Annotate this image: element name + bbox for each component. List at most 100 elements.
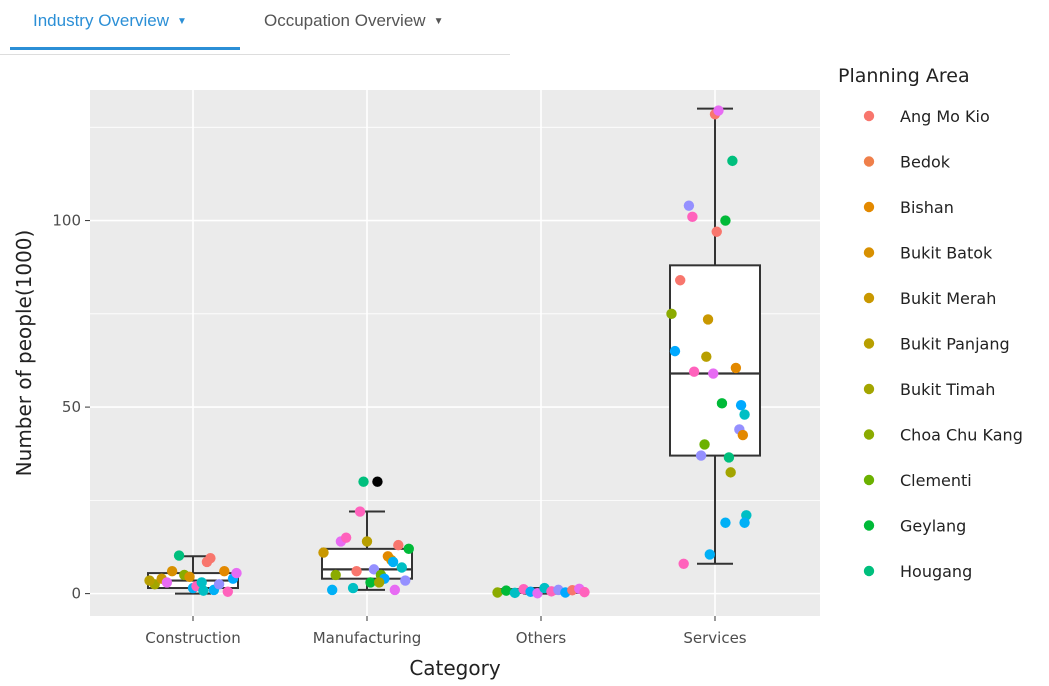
data-point	[735, 400, 747, 411]
legend-title: Planning Area	[838, 65, 970, 87]
y-tick-label: 50	[62, 398, 81, 416]
legend-entry-label: Ang Mo Kio	[900, 107, 990, 126]
data-point	[161, 577, 173, 588]
data-point	[368, 564, 380, 575]
legend-swatch	[863, 247, 875, 258]
data-point	[173, 550, 185, 561]
legend-entry-label: Bukit Merah	[900, 289, 996, 308]
legend-entry-label: Bukit Timah	[900, 380, 995, 399]
legend-entry-label: Clementi	[900, 471, 972, 490]
legend-swatch	[863, 292, 875, 304]
data-point	[739, 517, 750, 528]
x-axis-title: Category	[409, 656, 501, 680]
data-point	[396, 562, 407, 573]
data-point	[720, 517, 731, 528]
x-tick-label: Services	[683, 629, 746, 647]
data-point	[213, 579, 225, 590]
data-point	[737, 429, 749, 441]
data-point	[716, 398, 728, 409]
y-axis-title: Number of people(1000)	[12, 230, 36, 477]
boxplot-services	[669, 107, 761, 565]
data-point	[669, 345, 681, 357]
data-point	[196, 577, 207, 588]
data-point	[365, 577, 376, 588]
data-point	[713, 105, 724, 116]
legend-entry-label: Geylang	[900, 517, 966, 536]
x-tick-label: Manufacturing	[313, 629, 422, 647]
legend-swatch	[863, 156, 875, 167]
legend-swatch	[863, 520, 875, 531]
data-point	[720, 215, 731, 226]
data-point	[354, 506, 366, 517]
data-point	[219, 566, 230, 577]
data-point	[327, 584, 338, 596]
data-point	[400, 575, 411, 586]
data-point	[708, 368, 719, 379]
data-point	[231, 567, 242, 579]
data-point	[739, 409, 750, 420]
legend-swatch	[863, 110, 875, 122]
data-point	[347, 582, 359, 594]
tab-industry-overview[interactable]: Industry Overview ▼	[10, 0, 240, 50]
legend-swatch	[863, 201, 875, 213]
data-point	[330, 569, 341, 581]
data-point	[205, 552, 216, 564]
data-point	[318, 547, 329, 558]
legend-entry-label: Bukit Panjang	[900, 335, 1010, 354]
data-point	[687, 211, 698, 223]
data-point	[389, 584, 401, 596]
data-point	[222, 586, 233, 597]
data-point	[678, 558, 689, 569]
data-point	[695, 450, 707, 461]
tab-occupation-overview[interactable]: Occupation Overview ▼	[264, 0, 443, 52]
x-tick-label: Construction	[145, 629, 241, 647]
data-point	[393, 539, 404, 551]
data-point	[501, 585, 512, 596]
data-point	[351, 566, 362, 577]
y-tick-label: 100	[52, 212, 81, 230]
data-point	[373, 577, 385, 588]
legend-swatch	[863, 429, 875, 440]
legend-entry-label: Bedok	[900, 153, 951, 172]
data-point	[683, 200, 695, 211]
data-point	[403, 543, 414, 555]
data-point	[358, 476, 369, 487]
x-tick-label: Others	[516, 629, 567, 647]
legend-entry-label: Bukit Batok	[900, 244, 993, 263]
data-point	[688, 366, 700, 377]
data-point	[166, 566, 178, 577]
data-point	[579, 586, 590, 598]
data-point	[727, 155, 738, 167]
data-point	[144, 575, 155, 586]
data-points	[144, 105, 752, 599]
legend-swatch	[863, 383, 875, 395]
data-point	[509, 587, 521, 599]
data-point	[701, 351, 712, 362]
data-point	[711, 226, 722, 237]
data-point	[723, 452, 735, 463]
data-point	[372, 476, 383, 487]
legend-entry-label: Hougang	[900, 562, 972, 581]
data-point	[704, 549, 715, 560]
tab-bar: Industry Overview ▼ Occupation Overview ▼	[0, 0, 510, 55]
planning-area-boxplot: 0 50 100 Construction Manufacturing Others Ser…	[12, 65, 1023, 680]
box-iqr	[669, 264, 761, 457]
data-point	[340, 532, 352, 543]
data-point	[702, 314, 714, 325]
data-point	[184, 571, 195, 583]
data-point	[492, 587, 503, 598]
data-point	[725, 467, 736, 478]
legend-swatch	[863, 565, 875, 577]
tab-occupation-overview-label: Occupation Overview	[264, 11, 426, 30]
legend-swatch	[863, 338, 875, 349]
data-point	[699, 439, 710, 450]
data-point	[730, 362, 742, 374]
tab-industry-overview-label: Industry Overview	[33, 11, 170, 30]
caret-down-icon: ▼	[433, 16, 444, 27]
data-point	[198, 585, 209, 596]
legend-entry-label: Bishan	[900, 198, 954, 217]
y-tick-label: 0	[71, 585, 81, 603]
data-point	[675, 275, 686, 286]
data-point	[361, 536, 373, 547]
legend: Planning Area Ang Mo Kio Bedok Bishan Bukit …	[838, 65, 1023, 581]
